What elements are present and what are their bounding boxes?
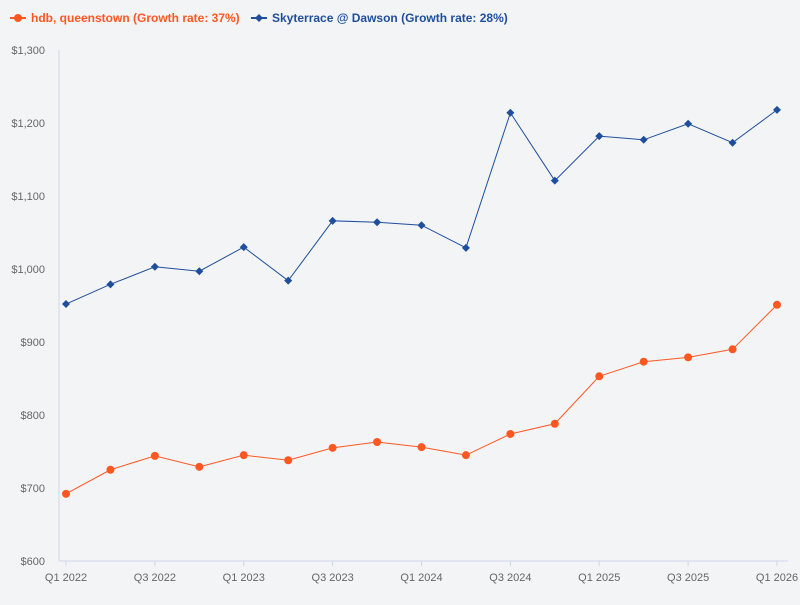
legend: hdb, queenstown (Growth rate: 37%) Skyter… <box>10 11 508 25</box>
data-point <box>773 300 781 309</box>
data-point <box>150 451 159 460</box>
data-point <box>284 456 293 465</box>
legend-marker-diamond <box>255 14 263 22</box>
data-point <box>461 243 470 252</box>
series-0 <box>62 300 781 498</box>
legend-item-0: hdb, queenstown (Growth rate: 37%) <box>10 11 240 25</box>
y-tick-label: $1,100 <box>11 191 45 203</box>
data-point <box>595 132 604 141</box>
legend-item-1: Skyterrace @ Dawson (Growth rate: 28%) <box>251 11 508 25</box>
data-point <box>106 465 115 474</box>
series-1 <box>62 105 781 309</box>
legend-label: hdb, queenstown (Growth rate: 37%) <box>31 11 240 25</box>
x-tick-label: Q3 2023 <box>312 572 354 584</box>
legend-marker-circle <box>14 14 22 22</box>
data-point <box>284 276 293 285</box>
y-tick-label: $1,200 <box>11 118 45 130</box>
data-point <box>773 105 781 114</box>
x-tick-label: Q1 2025 <box>578 572 620 584</box>
data-point <box>550 176 559 185</box>
data-point <box>328 216 337 225</box>
data-point <box>417 221 426 230</box>
x-tick-label: Q1 2023 <box>223 572 265 584</box>
data-point <box>417 443 426 452</box>
data-point <box>728 138 737 147</box>
data-point <box>639 357 648 366</box>
series-line <box>65 109 778 305</box>
data-point <box>506 429 515 438</box>
data-point <box>150 262 159 271</box>
y-tick-label: $800 <box>21 410 45 422</box>
axes: $600 $700 $800 $900 $1,000 $1,100 $1,200 $1,300… <box>11 45 798 584</box>
data-point <box>239 243 248 252</box>
data-point <box>550 419 559 428</box>
y-tick-label: $700 <box>21 483 45 495</box>
data-point <box>684 119 693 128</box>
data-point <box>728 345 737 354</box>
data-point <box>62 300 70 309</box>
data-point <box>506 108 515 117</box>
data-point <box>373 218 382 227</box>
x-tick-label: Q1 2024 <box>400 572 442 584</box>
legend-label: Skyterrace @ Dawson (Growth rate: 28%) <box>272 11 508 25</box>
x-tick-label: Q3 2024 <box>489 572 531 584</box>
data-point <box>195 462 204 471</box>
data-point <box>639 135 648 144</box>
x-tick-label: Q1 2026 <box>756 572 798 584</box>
data-point <box>684 353 693 362</box>
x-tick-label: Q3 2025 <box>667 572 709 584</box>
data-point <box>373 438 382 447</box>
y-tick-label: $1,000 <box>11 264 45 276</box>
x-tick-label: Q1 2022 <box>45 572 87 584</box>
data-point <box>461 451 470 460</box>
plot-area <box>62 105 781 498</box>
x-tick-label: Q3 2022 <box>134 572 176 584</box>
data-point <box>106 280 115 289</box>
y-tick-label: $600 <box>21 556 45 568</box>
data-point <box>595 372 604 381</box>
data-point <box>328 443 337 452</box>
y-tick-label: $1,300 <box>11 45 45 57</box>
data-point <box>195 267 204 276</box>
data-point <box>239 451 248 460</box>
data-point <box>62 489 70 498</box>
y-tick-label: $900 <box>21 337 45 349</box>
series-line <box>65 304 778 495</box>
